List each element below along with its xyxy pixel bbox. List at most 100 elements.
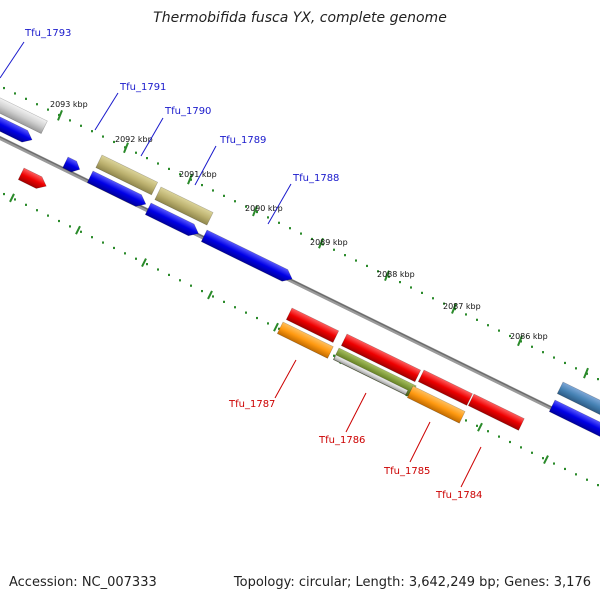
gene-block[interactable]: [548, 399, 600, 439]
track-dot: [234, 200, 236, 203]
gene-shape: [340, 333, 422, 383]
gene-shape: [154, 186, 214, 226]
gene-block-tfu-1788[interactable]: [200, 229, 295, 285]
track-dot: [399, 281, 401, 284]
track-dot: [168, 167, 170, 171]
scale-tick: [207, 290, 213, 300]
scale-tick: [543, 455, 549, 464]
track-dot: [487, 430, 489, 433]
track-dot: [300, 232, 302, 235]
scale-tick: [517, 335, 523, 347]
track-dot: [421, 291, 423, 294]
gene-block-tfu-1785[interactable]: [406, 385, 466, 424]
track-dot: [168, 273, 170, 277]
track-dot: [234, 306, 236, 309]
leader-line: [274, 359, 297, 399]
gene-block-tfu-1789-arrow[interactable]: [144, 202, 201, 239]
gene-label-tfu-1789[interactable]: Tfu_1789: [219, 135, 266, 146]
track-dot: [146, 157, 148, 160]
track-dot: [14, 198, 16, 201]
track-dot: [190, 178, 192, 181]
gene-block[interactable]: [17, 167, 49, 192]
track-dot: [157, 162, 159, 165]
track-dot: [91, 236, 93, 239]
track-dot: [212, 295, 214, 298]
gene-label-tfu-1791[interactable]: Tfu_1791: [119, 82, 166, 93]
track-dot: [333, 354, 335, 357]
track-dot: [179, 279, 181, 282]
gene-shape: [62, 156, 81, 173]
gene-shape: [556, 381, 600, 421]
track-dot: [311, 237, 313, 241]
gene-block-edge[interactable]: [333, 354, 409, 396]
gene-label-tfu-1790[interactable]: Tfu_1790: [164, 106, 211, 117]
track-dot: [553, 356, 555, 359]
track-dot: [509, 440, 511, 444]
track-dot: [3, 86, 5, 90]
scale-label: 2091 kbp: [179, 170, 217, 179]
scale-tick: [141, 258, 147, 268]
scale-tick: [187, 173, 193, 185]
track-dot: [157, 268, 159, 271]
gene-block-tfu-1787-red[interactable]: [285, 307, 340, 343]
track-dot: [102, 241, 104, 244]
gene-block[interactable]: [556, 381, 600, 421]
gene-label-tfu-1785[interactable]: Tfu_1785: [383, 466, 430, 477]
gene-label-tfu-1788[interactable]: Tfu_1788: [292, 173, 339, 184]
track-dot: [25, 203, 27, 206]
scale-tick: [451, 303, 457, 314]
gene-block-tfu-1791[interactable]: [62, 156, 83, 175]
track-dot: [3, 192, 5, 196]
gene-block-tfu-1790[interactable]: [95, 154, 159, 196]
track-dot: [575, 367, 577, 370]
gene-block-tfu-1786-red[interactable]: [340, 333, 422, 383]
gene-label-tfu-1784[interactable]: Tfu_1784: [435, 490, 482, 501]
gene-block-tfu-1785-red[interactable]: [417, 369, 473, 406]
track-dot: [597, 484, 599, 487]
scale-label: 2093 kbp: [50, 100, 88, 109]
gene-label-tfu-1793[interactable]: Tfu_1793: [24, 28, 71, 39]
gene-features: [0, 87, 600, 439]
gene-shape: [276, 321, 334, 359]
track-dot: [256, 210, 258, 214]
track-dot: [564, 361, 566, 365]
gene-block-tfu-1790-arrow[interactable]: [86, 170, 148, 210]
gene-shape: [200, 229, 293, 282]
track-dot: [201, 183, 203, 187]
scale-tick: [9, 193, 15, 203]
gene-label-tfu-1786[interactable]: Tfu_1786: [318, 435, 365, 446]
track-dot: [102, 135, 104, 138]
track-dot: [520, 340, 522, 343]
track-dot: [36, 209, 38, 212]
scale-tick: [75, 225, 81, 235]
gene-block-tfu-1793[interactable]: [0, 87, 48, 134]
track-dot: [256, 316, 258, 320]
track-dot: [113, 246, 115, 250]
gene-block-tfu-1789[interactable]: [154, 186, 214, 226]
gene-label-tfu-1787[interactable]: Tfu_1787: [228, 399, 275, 410]
track-dot: [36, 103, 38, 106]
track-dot: [223, 300, 225, 303]
track-dot: [553, 462, 555, 465]
track-dot: [586, 372, 588, 375]
leader-line: [409, 421, 431, 463]
scale-tick: [273, 322, 279, 332]
top-leader-lines: [0, 41, 292, 225]
track-dot: [14, 92, 16, 95]
track-dot: [135, 257, 137, 260]
leader-line: [345, 392, 367, 433]
track-dot: [487, 324, 489, 327]
track-dot: [201, 289, 203, 293]
gene-block-tfu-1784[interactable]: [467, 393, 525, 431]
track-dot: [531, 345, 533, 348]
track-dot: [69, 225, 71, 228]
track-dot: [113, 140, 115, 144]
gene-block-tfu-1792[interactable]: [0, 111, 35, 146]
track-dot: [432, 297, 434, 300]
track-dot: [575, 473, 577, 476]
gene-block-tfu-1787[interactable]: [276, 321, 334, 359]
track-dot: [344, 254, 346, 257]
track-dot: [498, 435, 500, 438]
gene-shape: [333, 354, 409, 396]
